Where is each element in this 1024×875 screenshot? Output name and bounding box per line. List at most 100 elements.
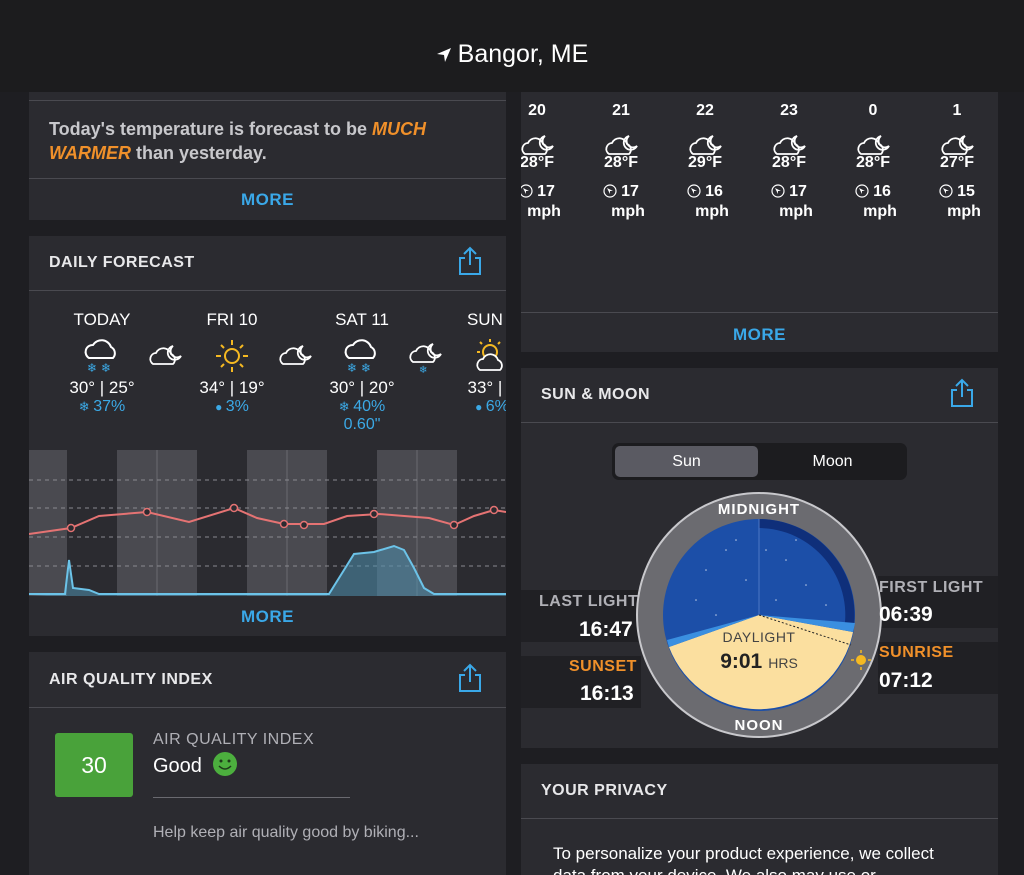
hour-temp: 28°F <box>856 154 890 171</box>
svg-text:❄: ❄ <box>361 361 371 374</box>
summary-text-after: than yesterday. <box>131 143 267 163</box>
sun-moon-title-divider <box>521 422 998 423</box>
wind-unit: mph <box>863 203 897 220</box>
hourly-more-button[interactable]: MORE <box>733 325 786 344</box>
day-precip: ● 6% <box>427 398 506 416</box>
moon-cloud-icon <box>773 135 806 155</box>
hour-wind: 17 mph <box>521 182 579 222</box>
moon-cloud-icon <box>279 345 312 365</box>
first-light-label: FIRST LIGHT <box>879 579 984 596</box>
sunset-label: SUNSET <box>569 658 637 675</box>
wind-unit: mph <box>695 203 729 220</box>
last-light-strip <box>521 590 641 642</box>
svg-text:❄: ❄ <box>101 361 111 374</box>
day-accumulation: 0.60" <box>343 416 381 433</box>
hourly-column[interactable]: 20 28°F 17 mph <box>521 102 579 222</box>
daily-share-icon[interactable] <box>457 246 483 276</box>
temperature-summary: Today's temperature is forecast to be MU… <box>49 117 489 165</box>
sun-icon <box>216 340 248 372</box>
summary-card <box>29 92 506 220</box>
svg-text:❄: ❄ <box>347 361 357 374</box>
wind-direction-icon <box>771 184 785 198</box>
smiley-face-icon <box>212 752 237 776</box>
hourly-divider <box>521 312 998 313</box>
daily-temperature-precip-graph[interactable] <box>29 450 506 596</box>
temperature-point <box>66 523 76 533</box>
hourly-column[interactable]: 1 27°F 15 mph <box>915 102 998 222</box>
hour-temp: 27°F <box>940 154 974 171</box>
sun-dial[interactable]: MIDNIGHT NOON DAYLIGHT 9:01 HRS <box>636 490 882 740</box>
wind-direction-icon <box>687 184 701 198</box>
day-precip: ❄ 37% <box>37 398 167 416</box>
hourly-column[interactable]: 0 28°F 16 mph <box>831 102 915 222</box>
hourly-column[interactable]: 22 29°F 16 mph <box>663 102 747 222</box>
hour-label: 0 <box>868 102 878 119</box>
hour-label: 1 <box>952 102 962 119</box>
day-temps: 30° | 25° <box>69 378 135 397</box>
privacy-text: To personalize your product experience, … <box>553 844 934 863</box>
temperature-point <box>299 520 309 530</box>
moon-cloud-icon <box>605 135 638 155</box>
summary-highlight-warmer: WARMER <box>49 143 131 163</box>
day-name: SAT 11 <box>335 310 389 329</box>
sun-moon-title: SUN & MOON <box>541 386 650 403</box>
daily-days-strip: TODAY ❄ ❄ 30° | 25° ❄ 37% FRI 10 <box>29 290 506 460</box>
aqi-status-text: Good <box>153 755 202 777</box>
day-icons: ❄ ❄ <box>37 338 167 374</box>
snowflake-icon: ❄ <box>78 399 94 414</box>
wind-speed: 17 <box>621 183 639 200</box>
temperature-point <box>142 507 152 517</box>
wind-unit: mph <box>527 203 561 220</box>
hourly-column[interactable]: 23 28°F 17 mph <box>747 102 831 222</box>
daily-forecast-title: DAILY FORECAST <box>49 254 195 271</box>
sun-marker-icon <box>851 650 871 670</box>
raindrop-icon: ● <box>215 400 226 414</box>
aqi-share-icon[interactable] <box>457 663 483 693</box>
hourly-column[interactable]: 21 28°F 17 mph <box>579 102 663 222</box>
tab-moon[interactable]: Moon <box>812 453 853 470</box>
last-light-time: 16:47 <box>579 618 633 641</box>
summary-more-button[interactable]: MORE <box>241 190 294 209</box>
day-precip: ● 3% <box>167 398 297 416</box>
precip-area <box>29 546 506 596</box>
wind-direction-icon <box>521 184 533 198</box>
daily-day[interactable]: TODAY ❄ ❄ 30° | 25° ❄ 37% <box>37 310 167 416</box>
raindrop-icon: ● <box>475 400 486 414</box>
sunset-time: 16:13 <box>580 682 634 705</box>
daily-day[interactable]: SAT 11 ❄ ❄ 30° | 20° ❄ 40% 0.60" <box>297 310 427 434</box>
location-title[interactable]: Bangor, ME <box>0 40 1024 69</box>
daily-day[interactable]: FRI 10 34° | 19° ● 3% <box>167 310 297 416</box>
sunset-strip <box>521 656 641 708</box>
moon-cloud-icon <box>857 135 890 155</box>
temperature-point <box>449 520 459 530</box>
day-name: FRI 10 <box>206 310 258 329</box>
privacy-divider <box>521 818 998 819</box>
wind-speed: 16 <box>873 183 891 200</box>
aqi-title-divider <box>29 707 506 708</box>
privacy-text-line2: data from your device. We also may use o… <box>553 866 876 875</box>
day-temps: 30° | 20° <box>329 378 395 397</box>
moon-cloud-snow-icon: ❄ <box>409 343 442 374</box>
temperature-point <box>279 519 289 529</box>
day-temps: 34° | 19° <box>199 378 265 397</box>
sunrise-label: SUNRISE <box>879 644 954 661</box>
wind-direction-icon <box>939 184 953 198</box>
wind-direction-icon <box>603 184 617 198</box>
temperature-point <box>229 503 239 513</box>
tab-sun[interactable]: Sun <box>615 446 758 477</box>
day-icons <box>167 338 297 374</box>
aqi-tip[interactable]: Help keep air quality good by biking... <box>153 824 419 841</box>
daily-more-button[interactable]: MORE <box>241 607 294 626</box>
hour-temp: 29°F <box>688 154 722 171</box>
aqi-status: Good <box>153 751 238 778</box>
hour-label: 21 <box>612 102 630 119</box>
sun-moon-share-icon[interactable] <box>949 378 975 408</box>
hour-temp: 28°F <box>521 154 554 171</box>
wind-unit: mph <box>947 203 981 220</box>
hour-wind: 16 mph <box>663 182 747 222</box>
daylight-unit: HRS <box>768 655 798 671</box>
hour-wind: 15 mph <box>915 182 998 222</box>
sunrise-strip <box>878 642 998 694</box>
cloud-snow-icon: ❄ ❄ <box>344 339 376 374</box>
daily-day[interactable]: SUN 1 33° | 1 ● 6% <box>427 310 506 416</box>
